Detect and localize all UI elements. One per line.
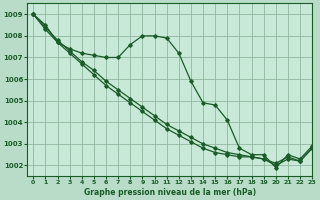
X-axis label: Graphe pression niveau de la mer (hPa): Graphe pression niveau de la mer (hPa): [84, 188, 256, 197]
